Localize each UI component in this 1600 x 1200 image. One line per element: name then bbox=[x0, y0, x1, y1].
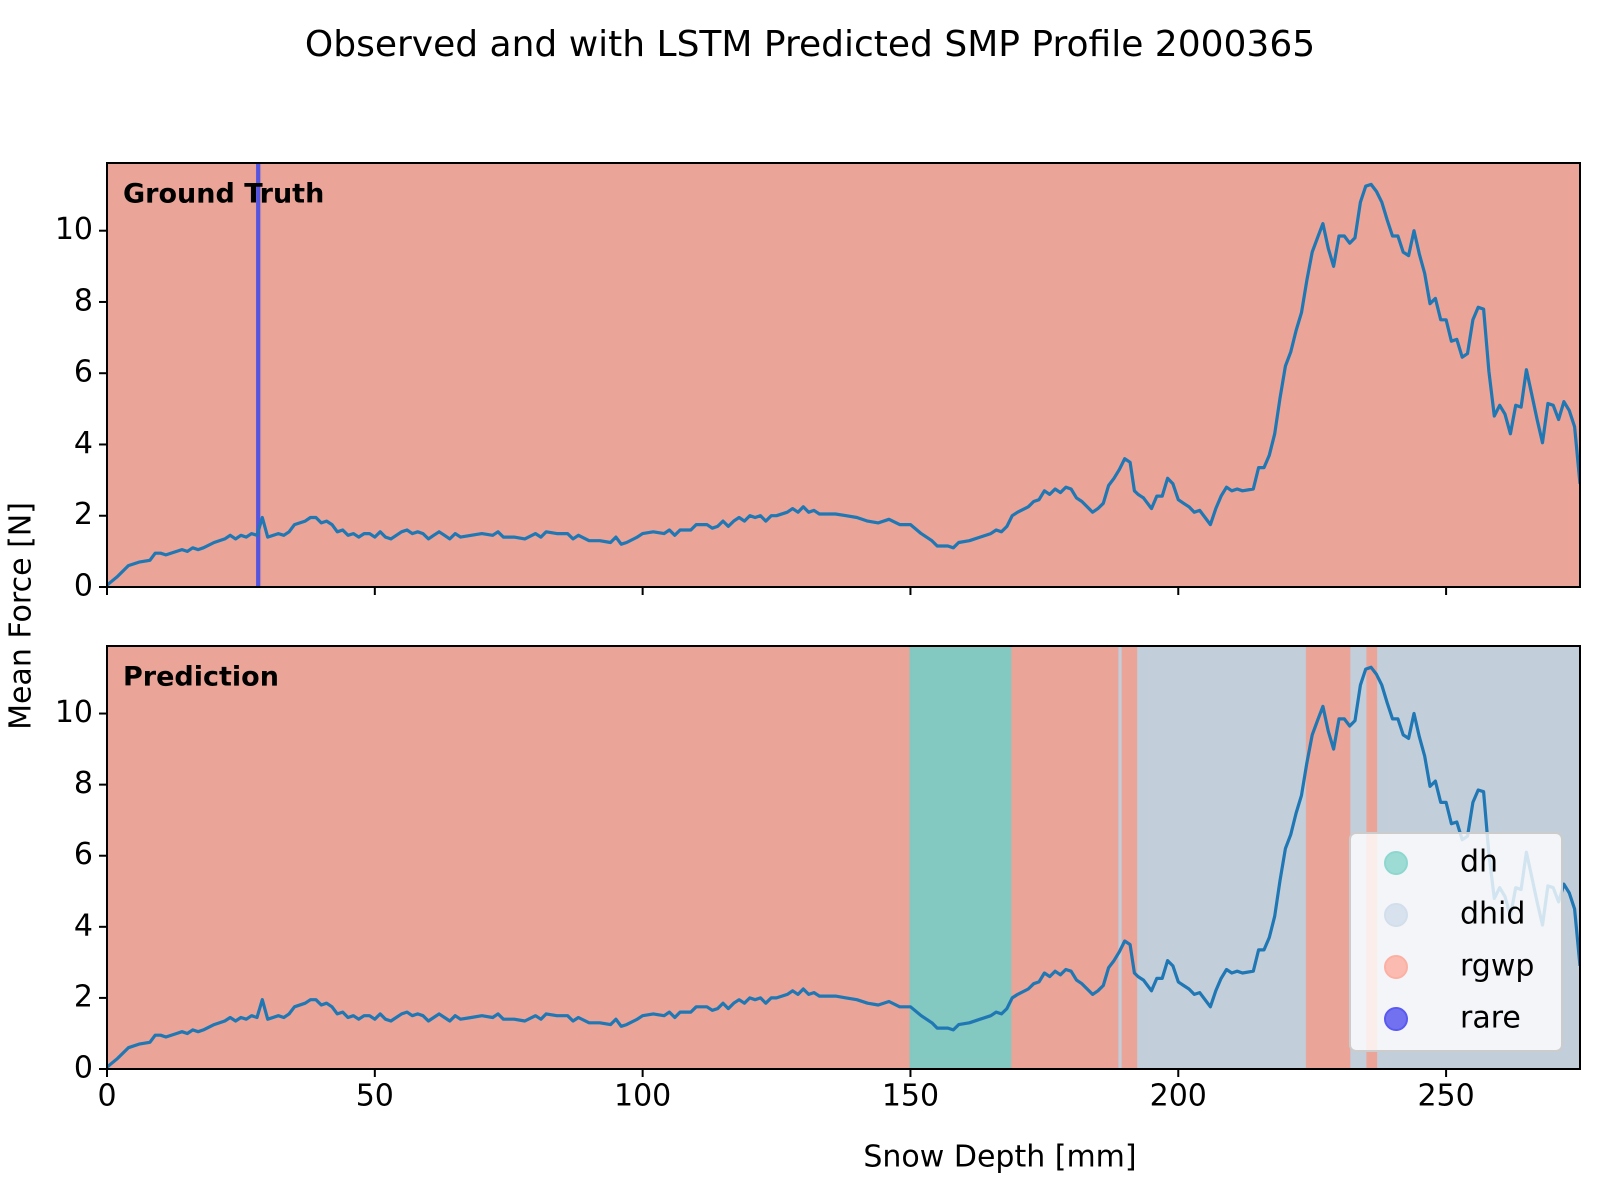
y-tick-label: 8 bbox=[74, 283, 93, 318]
y-tick-label: 10 bbox=[55, 212, 93, 247]
y-tick-label: 8 bbox=[74, 766, 93, 801]
data-line bbox=[107, 665, 1580, 1069]
legend-label: rare bbox=[1460, 1001, 1521, 1036]
x-axis-label: Snow Depth [mm] bbox=[863, 1140, 1136, 1175]
plot-area bbox=[107, 163, 1580, 587]
segment-band bbox=[1011, 646, 1121, 1069]
segment-band bbox=[909, 646, 1014, 1069]
x-tick-label: 250 bbox=[1417, 1079, 1474, 1114]
y-tick-label: 0 bbox=[74, 569, 93, 604]
legend-marker bbox=[1384, 851, 1408, 875]
chart-title: Observed and with LSTM Predicted SMP Pro… bbox=[305, 24, 1315, 65]
legend-marker bbox=[1384, 1007, 1408, 1031]
panel-label: Prediction bbox=[123, 662, 279, 693]
data-line bbox=[107, 182, 1580, 587]
segment-band bbox=[260, 163, 1580, 587]
x-tick-label: 150 bbox=[882, 1079, 939, 1114]
x-tick-label: 50 bbox=[356, 1079, 394, 1114]
y-tick-label: 4 bbox=[74, 426, 93, 461]
segment-band bbox=[1305, 646, 1353, 1069]
legend-label: dh bbox=[1460, 845, 1498, 880]
segment-band bbox=[1137, 646, 1308, 1069]
y-tick-label: 10 bbox=[55, 695, 93, 730]
y-tick-label: 4 bbox=[74, 908, 93, 943]
segment-band bbox=[107, 646, 912, 1069]
axes-frame bbox=[106, 645, 1581, 1070]
y-tick-label: 0 bbox=[74, 1051, 93, 1086]
legend-marker bbox=[1384, 903, 1408, 927]
legend-marker bbox=[1384, 955, 1408, 979]
y-tick-label: 2 bbox=[74, 497, 93, 532]
x-tick-label: 0 bbox=[97, 1079, 116, 1114]
x-tick-label: 100 bbox=[614, 1079, 671, 1114]
y-tick-label: 2 bbox=[74, 979, 93, 1014]
segment-band bbox=[1121, 646, 1140, 1069]
legend-label: rgwp bbox=[1460, 949, 1534, 984]
y-tick-label: 6 bbox=[74, 837, 93, 872]
y-tick-label: 6 bbox=[74, 355, 93, 390]
segment-band bbox=[107, 163, 258, 587]
y-axis-label: Mean Force [N] bbox=[4, 502, 39, 730]
x-tick-label: 200 bbox=[1150, 1079, 1207, 1114]
legend-box bbox=[1349, 832, 1563, 1052]
panel-label: Ground Truth bbox=[123, 179, 324, 210]
legend-label: dhid bbox=[1460, 897, 1525, 932]
axes-frame bbox=[106, 162, 1581, 588]
